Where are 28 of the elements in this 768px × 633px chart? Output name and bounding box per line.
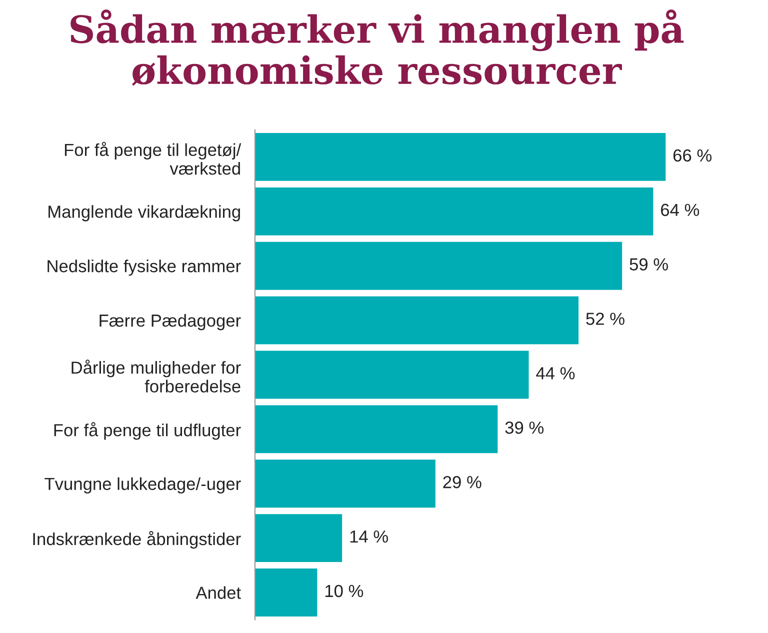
data-label: 14 % [350,530,388,543]
bar [254,296,579,344]
data-label: 44 % [536,367,575,380]
y-tick-label: Tvungne lukkedage/-uger [44,477,241,494]
bar [254,187,654,236]
data-label: 64 % [661,204,700,216]
bar [254,460,436,508]
y-tick-label: For få penge til udflugter [54,422,241,440]
chart-title: Sådan mærker vi manglen på økonomiske ressourcer [70,9,684,86]
data-label: 59 % [630,258,668,271]
bar [254,350,529,399]
data-label: 29 % [443,476,482,488]
y-tick-label: Dårlige muligheder for forberedelse [72,360,241,393]
bar [254,405,498,454]
y-tick-label: Manglende vikardækning [48,205,240,222]
y-tick-label: Nedslidte fysiske rammer [48,260,241,276]
data-label: 39 % [505,422,544,434]
bar [254,514,342,562]
bar [254,133,666,181]
y-tick-label: Færre Pædagoger [100,314,241,330]
bar [254,242,622,290]
y-tick-label: Andet [196,586,241,599]
data-label: 66 % [673,149,712,162]
bar [254,568,318,616]
y-tick-label: Indskrænkede åbningstider [33,531,241,549]
y-tick-label: For få penge til legetøj/ værksted [64,142,242,175]
data-label: 52 % [586,312,624,325]
data-label: 10 % [325,584,364,598]
